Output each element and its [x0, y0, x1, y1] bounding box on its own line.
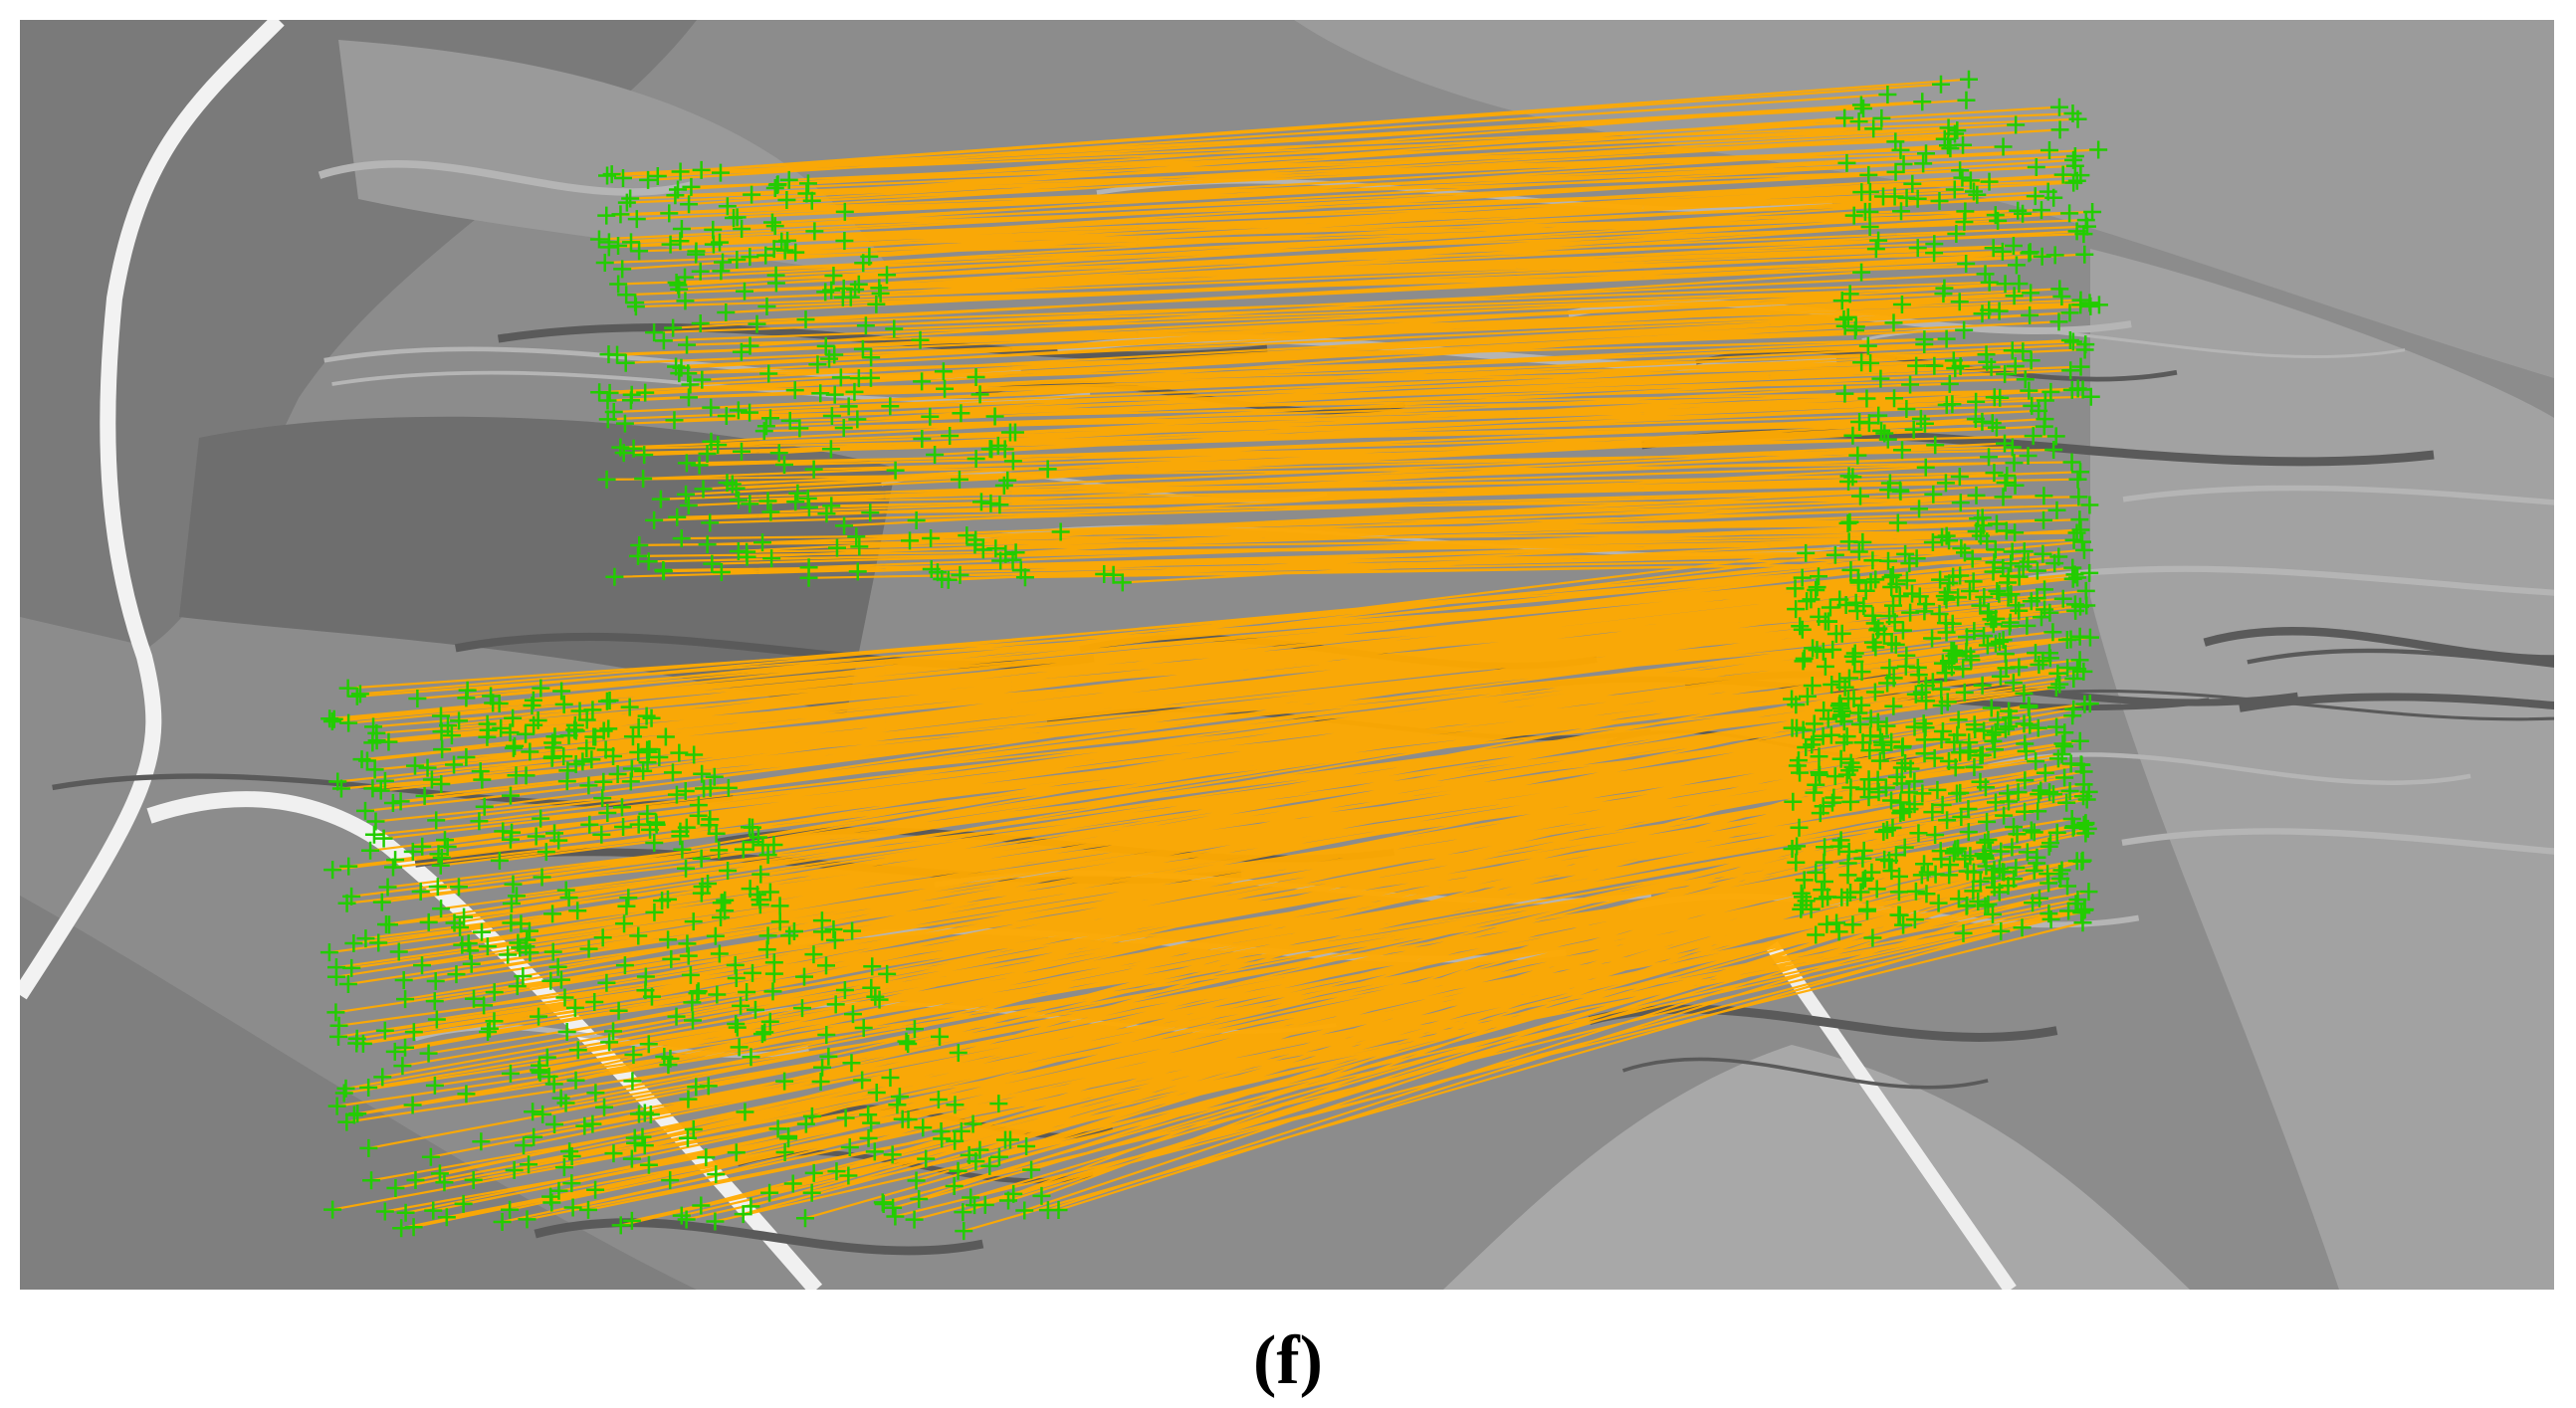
terrace-line — [534, 1218, 984, 1256]
field — [20, 896, 697, 1290]
aerial-image — [20, 20, 2554, 1290]
field — [1294, 20, 2554, 378]
keypoints — [320, 70, 2108, 1241]
terrace-line — [2121, 828, 2554, 855]
field — [1443, 1045, 2190, 1290]
match-lines — [328, 78, 2099, 1233]
terrace-line — [2122, 485, 2554, 505]
terrace-line — [2247, 648, 2554, 668]
terrace-line — [318, 159, 692, 196]
terrace-line — [2019, 565, 2554, 596]
road — [20, 20, 285, 1000]
terrace-line — [1588, 1004, 2058, 1042]
field — [338, 40, 896, 279]
terrace-line — [2203, 627, 2554, 664]
terrace-line — [1861, 326, 2406, 359]
caption: (f) — [1253, 1322, 1323, 1399]
terrace-line — [2239, 693, 2554, 712]
field — [2090, 249, 2554, 1290]
terrace-line — [1621, 1057, 1989, 1090]
